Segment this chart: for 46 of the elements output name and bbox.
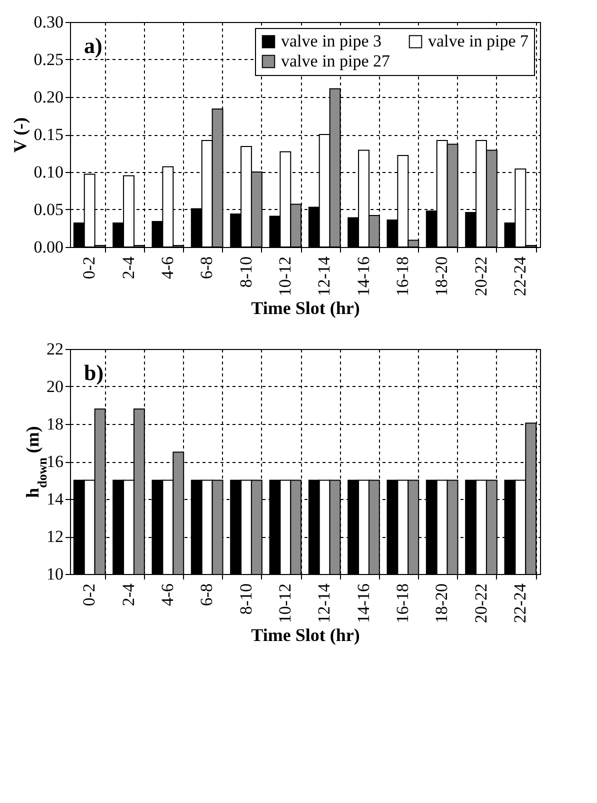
y-tick-label: 22 — [46, 340, 64, 358]
y-tick-label: 18 — [46, 414, 64, 434]
x-tick-label: 2-4 — [118, 256, 138, 280]
y-tick-label: 0.00 — [34, 238, 64, 256]
y-tick-label: 10 — [46, 564, 64, 584]
y-tick-label: 0.30 — [34, 12, 64, 32]
x-tick-label: 22-24 — [510, 256, 530, 296]
x-tick-label: 20-22 — [471, 256, 490, 296]
y-tick-label: 0.15 — [34, 125, 64, 144]
x-axis-title: Time Slot (hr) — [251, 625, 360, 646]
y-tick-label: 14 — [46, 490, 64, 508]
y-tick-label: 0.20 — [34, 88, 64, 106]
y-tick-label: 16 — [46, 452, 64, 471]
legend-label: valve in pipe 3 — [281, 32, 382, 51]
x-tick-label: 6-8 — [197, 584, 216, 606]
y-axis-title: V (-) — [10, 117, 30, 153]
legend-label: valve in pipe 27 — [281, 52, 391, 70]
x-tick-label: 14-16 — [354, 584, 373, 624]
x-tick-label: 8-10 — [236, 256, 256, 288]
x-tick-label: 18-20 — [432, 256, 452, 296]
x-tick-label: 16-18 — [392, 584, 412, 624]
y-tick-label: 12 — [46, 527, 64, 546]
x-tick-label: 12-14 — [314, 256, 334, 296]
x-axis-title: Time Slot (hr) — [251, 298, 360, 318]
legend-label: valve in pipe 7 — [428, 32, 530, 51]
y-tick-label: 0.25 — [34, 50, 64, 69]
x-tick-label: 12-14 — [314, 583, 334, 624]
x-tick-label: 18-20 — [432, 584, 452, 624]
annotation: a) — [84, 33, 102, 58]
annotation: b) — [84, 360, 104, 385]
x-tick-label: 0-2 — [80, 256, 99, 280]
y-tick-label: 0.10 — [34, 162, 64, 182]
x-tick-label: 10-12 — [275, 256, 294, 296]
x-tick-label: 4-6 — [158, 256, 177, 280]
x-tick-label: 2-4 — [118, 583, 138, 606]
x-tick-label: 22-24 — [510, 583, 530, 624]
x-tick-label: 4-6 — [158, 584, 177, 606]
x-tick-label: 0-2 — [80, 584, 99, 606]
x-tick-label: 8-10 — [236, 584, 256, 615]
x-tick-label: 16-18 — [392, 256, 412, 296]
x-tick-label: 20-22 — [471, 584, 490, 624]
y-tick-label: 20 — [46, 377, 64, 396]
x-tick-label: 6-8 — [197, 256, 216, 280]
x-tick-label: 14-16 — [354, 256, 373, 296]
y-tick-label: 0.05 — [34, 200, 64, 219]
x-tick-label: 10-12 — [275, 584, 294, 624]
